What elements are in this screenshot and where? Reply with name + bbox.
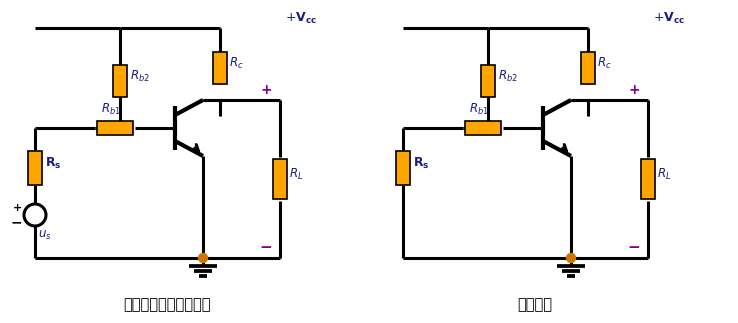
Bar	[581, 52, 595, 84]
Bar	[213, 52, 227, 84]
Text: $R_c$: $R_c$	[597, 56, 612, 70]
Bar	[113, 65, 127, 97]
Bar	[641, 159, 655, 199]
Bar	[273, 159, 287, 199]
Text: $u_s$: $u_s$	[38, 229, 52, 242]
Text: +: +	[13, 203, 22, 213]
Bar	[481, 65, 495, 97]
Text: 直接耦合共射放大电路: 直接耦合共射放大电路	[123, 297, 211, 312]
Text: −: −	[259, 240, 272, 255]
Text: $R_c$: $R_c$	[229, 56, 244, 70]
Bar	[396, 151, 410, 185]
Bar	[28, 151, 42, 185]
Text: $R_{b1}$: $R_{b1}$	[101, 102, 121, 117]
Text: $R_{b2}$: $R_{b2}$	[498, 68, 518, 84]
Text: $R_{b1}$: $R_{b1}$	[469, 102, 489, 117]
Text: −: −	[627, 240, 640, 255]
Bar	[97, 121, 133, 135]
Circle shape	[199, 254, 207, 263]
Text: −: −	[10, 215, 22, 229]
Text: +: +	[628, 83, 640, 97]
Text: +: +	[261, 83, 272, 97]
Text: $\mathbf{R_s}$: $\mathbf{R_s}$	[45, 155, 61, 171]
Text: $+\mathbf{V_{cc}}$: $+\mathbf{V_{cc}}$	[285, 11, 317, 26]
Text: $R_{b2}$: $R_{b2}$	[130, 68, 150, 84]
Text: $R_L$: $R_L$	[657, 166, 672, 182]
Text: 直流通路: 直流通路	[517, 297, 553, 312]
Bar	[465, 121, 501, 135]
Text: $R_L$: $R_L$	[289, 166, 303, 182]
Text: $\mathbf{R_s}$: $\mathbf{R_s}$	[413, 155, 430, 171]
Text: $+\mathbf{V_{cc}}$: $+\mathbf{V_{cc}}$	[653, 11, 685, 26]
Circle shape	[567, 254, 576, 263]
